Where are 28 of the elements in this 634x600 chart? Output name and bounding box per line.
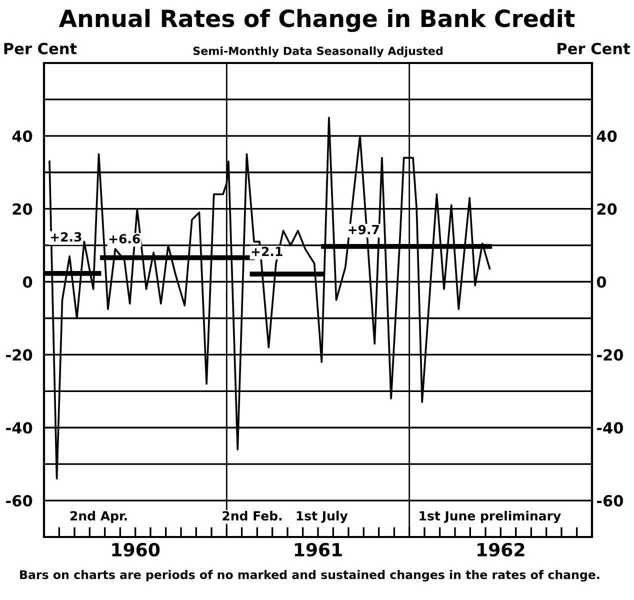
y2-tick-label: 40 [596,130,617,142]
y-tick-label: 0 [22,276,32,288]
x-tick-label: 1961 [294,542,342,557]
annotation: +6.6 [109,234,140,244]
annotation: 1st June preliminary [420,510,561,524]
y2-tick-label: -20 [596,349,624,361]
annotation: 2nd Feb. [222,510,282,521]
chart-title: Annual Rates of Change in Bank Credit [58,9,575,32]
annotation: 2nd Apr. [70,510,127,523]
annotation: +2.1 [252,246,282,256]
y2-tick-label: -60 [596,495,624,507]
chart-subtitle: Semi-Monthly Data Seasonally Adjusted [193,46,442,58]
annotation: 1st July [296,510,348,524]
y2-tick-label: -40 [596,422,624,434]
y-tick-label: 40 [12,130,32,142]
annotation: +2.3 [50,232,82,242]
x-tick-label: 1960 [112,542,160,557]
y-tick-label: 20 [12,203,32,215]
annotation: +9.7 [348,224,379,234]
y-tick-label: -60 [6,495,32,507]
y-tick-label: -40 [6,422,32,434]
y-axis-title: Per Cent [4,42,77,54]
x-tick-label: 1962 [478,542,524,557]
y-tick-label: -20 [6,349,32,361]
y2-axis-title: Per Cent [558,42,630,54]
y2-tick-label: 0 [596,276,606,288]
y2-tick-label: 20 [597,203,617,215]
text: Bars on charts are periods of no marked and sustained changes in the rates of change. [20,570,600,582]
